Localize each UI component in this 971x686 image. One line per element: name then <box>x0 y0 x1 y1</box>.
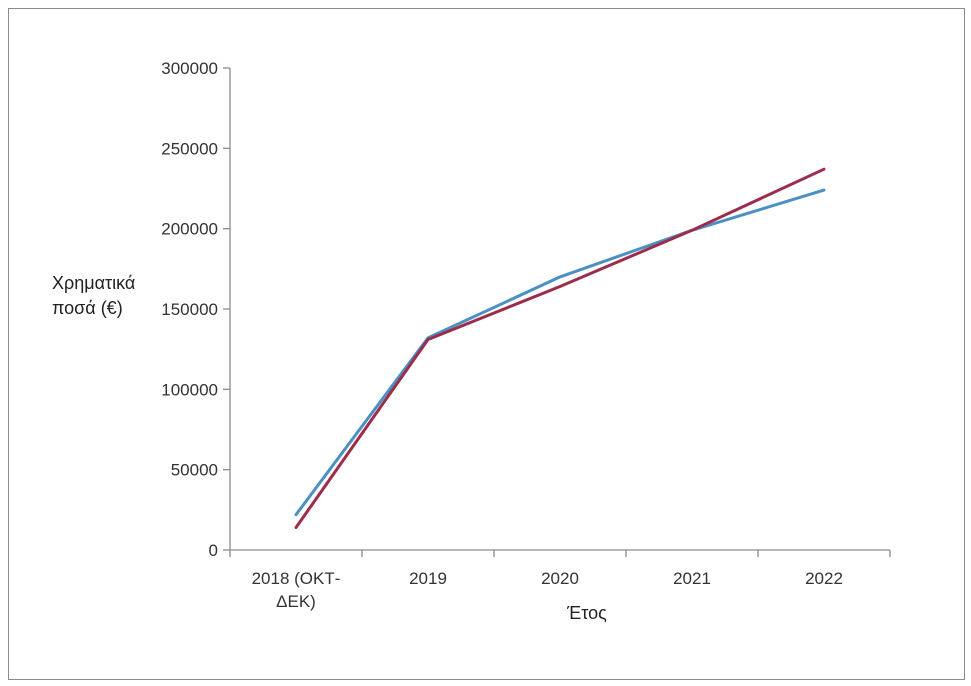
x-tick-label: 2018 (ΟΚΤ-ΔΕΚ) <box>252 569 341 611</box>
chart-frame <box>8 8 965 680</box>
x-tick-label: 2020 <box>541 569 579 588</box>
y-tick-label: 250000 <box>161 139 218 158</box>
y-axis: 0 50000 100000 150000 200000 250000 300000 <box>161 59 231 560</box>
series-lines <box>294 167 826 529</box>
y-tick-label: 0 <box>209 541 218 560</box>
y-tick-label: 200000 <box>161 220 218 239</box>
y-tick-label: 300000 <box>161 59 218 78</box>
y-tick-label: 100000 <box>161 380 218 399</box>
x-tick-label: 2021 <box>673 569 711 588</box>
series-line-1 <box>294 188 826 517</box>
x-tick-label: 2022 <box>805 569 843 588</box>
y-axis-title: Χρηματικά ποσά (€) <box>52 273 135 318</box>
x-tick-label: 2019 <box>409 569 447 588</box>
series-line-2 <box>294 167 826 529</box>
x-axis: 2018 (ΟΚΤ-ΔΕΚ) 2019 2020 2021 2022 <box>229 549 891 611</box>
y-tick-label: 150000 <box>161 300 218 319</box>
x-axis-title: Έτος <box>566 603 607 623</box>
y-tick-label: 50000 <box>171 461 218 480</box>
